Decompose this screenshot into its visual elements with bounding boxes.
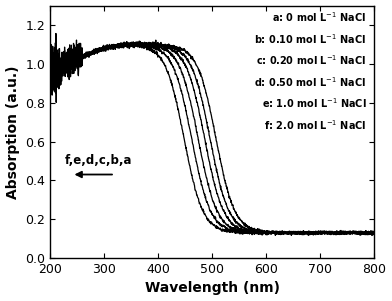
Y-axis label: Absorption (a.u.): Absorption (a.u.) (5, 65, 20, 199)
Text: f,e,d,c,b,a: f,e,d,c,b,a (65, 154, 132, 167)
X-axis label: Wavelength (nm): Wavelength (nm) (145, 281, 280, 296)
Text: a: 0 mol L$^{-1}$ NaCl
b: 0.10 mol L$^{-1}$ NaCl
c: 0.20 mol L$^{-1}$ NaCl
d: 0.: a: 0 mol L$^{-1}$ NaCl b: 0.10 mol L$^{-… (254, 11, 367, 132)
